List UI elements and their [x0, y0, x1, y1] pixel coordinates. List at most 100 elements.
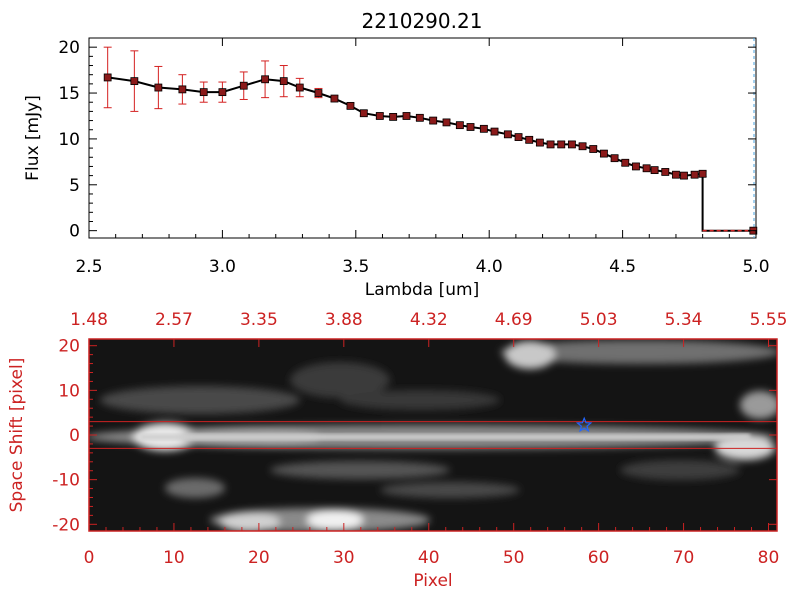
- flux-point: [698, 169, 707, 178]
- image-x-tick-label: 20: [248, 548, 270, 568]
- source-star-marker: [575, 416, 593, 433]
- flux-point: [589, 145, 598, 153]
- flux-point: [680, 171, 688, 180]
- flux-point: [466, 123, 475, 131]
- flux-point: [442, 118, 451, 127]
- image-y-tick-label: -20: [52, 515, 80, 535]
- image-x-tick-label: 80: [758, 548, 780, 568]
- top-wavelength-label: 3.35: [240, 310, 278, 330]
- spectral-image-plot: 0 10 20 30 40 50 60 70 80 1.48 2.57 3.35 3.88 4.32 4.…: [7, 310, 787, 591]
- image-y-tick-label: 20: [58, 337, 80, 357]
- x-axis-ticks: 2.5 3.0 3.5 4.0 4.5 5.0: [75, 38, 770, 277]
- x-tick-label: 5.0: [742, 257, 769, 277]
- flux-point: [568, 140, 576, 149]
- flux-markers: [103, 73, 758, 235]
- image-x-axis-label: Pixel: [413, 571, 452, 591]
- lower-bright-right: [307, 510, 363, 530]
- flux-point: [514, 133, 523, 141]
- diffuse-band-upper-mid: [340, 390, 500, 410]
- image-x-tick-label: 50: [503, 548, 525, 568]
- x-tick-label: 4.5: [609, 257, 636, 277]
- image-x-tick-label: 60: [588, 548, 610, 568]
- y-tick-label: 0: [69, 222, 80, 242]
- flux-point: [610, 154, 619, 163]
- lower-left-patch: [165, 478, 225, 498]
- top-wavelength-ticks: 1.48 2.57 3.35 3.88 4.32 4.69 5.03 5.34 5.55: [70, 310, 787, 347]
- flux-point: [199, 88, 208, 97]
- flux-point: [525, 135, 534, 144]
- flux-point: [402, 112, 411, 120]
- image-field: [89, 339, 777, 531]
- flux-point: [415, 113, 424, 122]
- flux-point: [690, 170, 699, 179]
- image-y-tick-label: -10: [52, 471, 80, 491]
- diffuse-band-upper-left: [100, 386, 300, 414]
- flux-point: [154, 83, 163, 92]
- flux-point: [650, 166, 659, 175]
- flux-point: [490, 127, 499, 136]
- image-y-tick-label: 10: [58, 381, 80, 401]
- top-wavelength-label: 1.48: [70, 310, 108, 330]
- image-x-tick-label: 30: [333, 548, 355, 568]
- flux-point: [359, 109, 368, 118]
- flux-point: [218, 88, 227, 97]
- diffuse-patch-upper: [290, 362, 390, 398]
- right-edge-upper-source: [740, 391, 777, 419]
- top-wavelength-label: 5.55: [750, 310, 788, 330]
- flux-point: [295, 83, 304, 92]
- flux-line: [107, 76, 754, 232]
- x-tick-label: 2.5: [75, 257, 102, 277]
- top-wavelength-label: 4.69: [495, 310, 533, 330]
- y-tick-label: 15: [58, 84, 80, 104]
- lower-band-right: [380, 482, 520, 498]
- flux-point: [578, 142, 587, 151]
- top-wavelength-label: 4.32: [410, 310, 448, 330]
- flux-point: [672, 170, 680, 179]
- image-x-tick-label: 40: [418, 548, 440, 568]
- top-wavelength-label: 5.03: [580, 310, 618, 330]
- lower-right-patch: [620, 460, 740, 480]
- flux-point: [279, 77, 288, 86]
- x-axis-label: Lambda [um]: [365, 280, 479, 300]
- flux-point: [642, 164, 651, 173]
- flux-point: [557, 140, 566, 149]
- bottom-x-axis-ticks: 0 10 20 30 40 50 60 70 80: [84, 523, 780, 568]
- top-wavelength-label: 3.88: [325, 310, 363, 330]
- trace-core: [140, 434, 750, 440]
- image-y-axis-label: Space Shift [pixel]: [7, 358, 27, 513]
- lower-band-mid: [270, 461, 450, 479]
- x-tick-label: 4.0: [476, 257, 503, 277]
- lower-bright-left: [220, 512, 280, 531]
- x-tick-label: 3.5: [342, 257, 369, 277]
- flux-point: [535, 138, 544, 147]
- flux-point: [178, 85, 187, 94]
- chart-title: 2210290.21: [362, 9, 483, 33]
- flux-point: [479, 124, 488, 133]
- image-y-tick-label: 0: [69, 426, 80, 446]
- spectrum-plot-frame: [88, 37, 757, 239]
- trace-core-line: [140, 434, 750, 440]
- flux-point: [600, 149, 608, 158]
- flux-point: [261, 75, 269, 84]
- flux-point: [546, 140, 555, 149]
- flux-point: [503, 130, 512, 139]
- image-y-axis-ticks: -20 -10 0 10 20: [52, 337, 777, 535]
- upper-right-streak: [500, 340, 777, 364]
- flux-point: [632, 162, 640, 171]
- image-x-tick-label: 0: [84, 548, 95, 568]
- flux-point: [455, 121, 464, 130]
- spectrum-plot: 2210290.21 2.5 3.0 3.5 4.0 4.5 5.0 0 5 10 15 20 L…: [23, 9, 770, 300]
- flux-point: [330, 94, 339, 103]
- flux-point: [661, 168, 670, 176]
- y-tick-label: 20: [58, 38, 80, 58]
- y-tick-label: 5: [69, 176, 80, 196]
- flux-point: [389, 112, 398, 121]
- flux-point: [103, 73, 112, 82]
- flux-point: [375, 112, 384, 120]
- y-tick-label: 10: [58, 130, 80, 150]
- flux-point: [346, 101, 355, 110]
- flux-point: [314, 89, 323, 97]
- flux-point: [621, 158, 630, 167]
- flux-point: [130, 77, 139, 86]
